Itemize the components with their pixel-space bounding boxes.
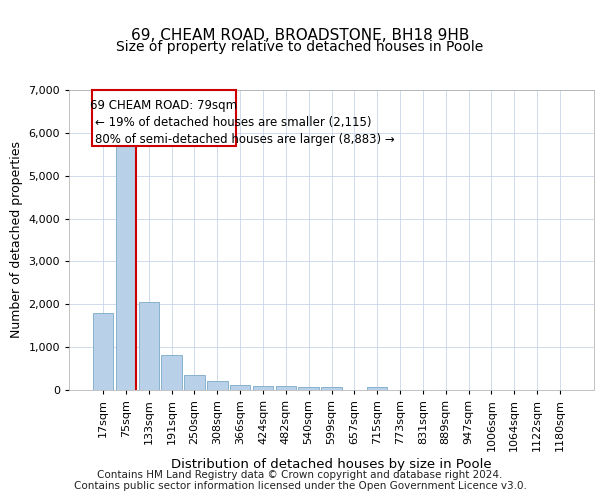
Bar [298,387,319,390]
Text: 80% of semi-detached houses are larger (8,883) →: 80% of semi-detached houses are larger (… [95,133,395,146]
Bar [93,313,113,390]
Bar [161,355,182,390]
Bar [275,386,296,390]
Y-axis label: Number of detached properties: Number of detached properties [10,142,23,338]
Bar [230,385,250,390]
Bar [321,388,342,390]
Bar [367,387,388,390]
Text: 69, CHEAM ROAD, BROADSTONE, BH18 9HB: 69, CHEAM ROAD, BROADSTONE, BH18 9HB [131,28,469,42]
FancyBboxPatch shape [92,90,236,146]
Text: Contains HM Land Registry data © Crown copyright and database right 2024.: Contains HM Land Registry data © Crown c… [97,470,503,480]
Bar [116,142,136,390]
Text: Size of property relative to detached houses in Poole: Size of property relative to detached ho… [116,40,484,54]
Bar [253,386,273,390]
Text: ← 19% of detached houses are smaller (2,115): ← 19% of detached houses are smaller (2,… [95,116,371,128]
Bar [139,302,159,390]
Text: 69 CHEAM ROAD: 79sqm: 69 CHEAM ROAD: 79sqm [90,98,237,112]
Bar [207,382,227,390]
Text: Contains public sector information licensed under the Open Government Licence v3: Contains public sector information licen… [74,481,526,491]
Bar [184,374,205,390]
X-axis label: Distribution of detached houses by size in Poole: Distribution of detached houses by size … [171,458,492,471]
